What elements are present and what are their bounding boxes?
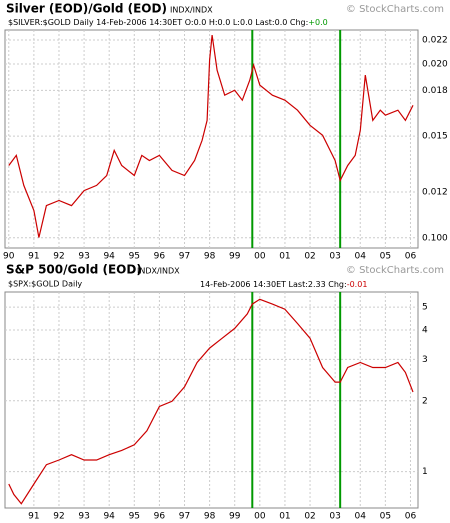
watermark: © StockCharts.com (346, 4, 444, 15)
x-tick-label: 90 (3, 252, 15, 262)
x-tick-label: 00 (254, 252, 266, 262)
info: 14-Feb-2006 14:30ET Last:2.33 Chg:-0.01 (200, 280, 367, 289)
change: +0.0 (308, 18, 327, 27)
info: $SILVER:$GOLD Daily 14-Feb-2006 14:30ET … (8, 18, 328, 27)
x-tick-label: 05 (380, 512, 391, 522)
y-tick-label: 0.022 (422, 36, 448, 46)
x-tick-label: 98 (204, 252, 216, 262)
y-tick-label: 0.100 (422, 233, 448, 243)
x-tick-label: 05 (380, 252, 391, 262)
x-tick-label: 92 (53, 512, 64, 522)
x-tick-label: 03 (329, 252, 340, 262)
x-tick-label: 96 (154, 512, 166, 522)
chart-title: S&P 500/Gold (EOD) (6, 263, 142, 277)
x-tick-label: 01 (279, 252, 290, 262)
x-tick-label: 91 (28, 512, 39, 522)
chart-title: Silver (EOD)/Gold (EOD) (6, 2, 167, 16)
x-tick-label: 91 (28, 252, 39, 262)
x-tick-label: 97 (179, 512, 190, 522)
watermark: © StockCharts.com (346, 265, 444, 276)
exchange: INDX/INDX (137, 267, 180, 276)
exchange: INDX/INDX (170, 6, 213, 15)
line (8, 298, 414, 505)
line (8, 35, 414, 238)
x-tick-label: 06 (405, 252, 417, 262)
info-text: $SILVER:$GOLD Daily 14-Feb-2006 14:30ET … (8, 18, 308, 27)
x-tick-label: 95 (129, 252, 140, 262)
y-tick-label: 4 (422, 325, 428, 335)
info-text: 14-Feb-2006 14:30ET Last:2.33 Chg: (200, 280, 347, 289)
x-tick-label: 02 (304, 252, 315, 262)
x-tick-label: 94 (103, 252, 115, 262)
y-tick-label: 0.012 (422, 188, 448, 198)
x-tick-label: 96 (154, 252, 166, 262)
x-tick-label: 04 (355, 252, 367, 262)
x-tick-label: 93 (78, 512, 89, 522)
x-tick-label: 99 (229, 252, 241, 262)
x-tick-label: 04 (355, 512, 367, 522)
x-tick-label: 97 (179, 252, 190, 262)
x-tick-label: 00 (254, 512, 266, 522)
x-tick-label: 01 (279, 512, 290, 522)
plot-area (4, 291, 419, 509)
plot-area (4, 29, 419, 249)
x-tick-label: 02 (304, 512, 315, 522)
y-tick-label: 0.018 (422, 86, 448, 96)
x-tick-label: 95 (129, 512, 140, 522)
y-tick-label: 1 (422, 467, 428, 477)
x-tick-label: 94 (103, 512, 115, 522)
y-tick-label: 3 (422, 355, 428, 365)
x-tick-label: 03 (329, 512, 340, 522)
symbol: $SPX:$GOLD Daily (8, 280, 82, 289)
x-tick-label: 92 (53, 252, 64, 262)
y-tick-label: 0.020 (422, 59, 448, 69)
x-tick-label: 93 (78, 252, 89, 262)
x-tick-label: 98 (204, 512, 216, 522)
y-tick-label: 0.015 (422, 132, 448, 142)
y-tick-label: 5 (422, 303, 428, 313)
x-tick-label: 06 (405, 512, 417, 522)
change: -0.01 (347, 280, 368, 289)
x-tick-label: 99 (229, 512, 241, 522)
y-tick-label: 2 (422, 396, 428, 406)
